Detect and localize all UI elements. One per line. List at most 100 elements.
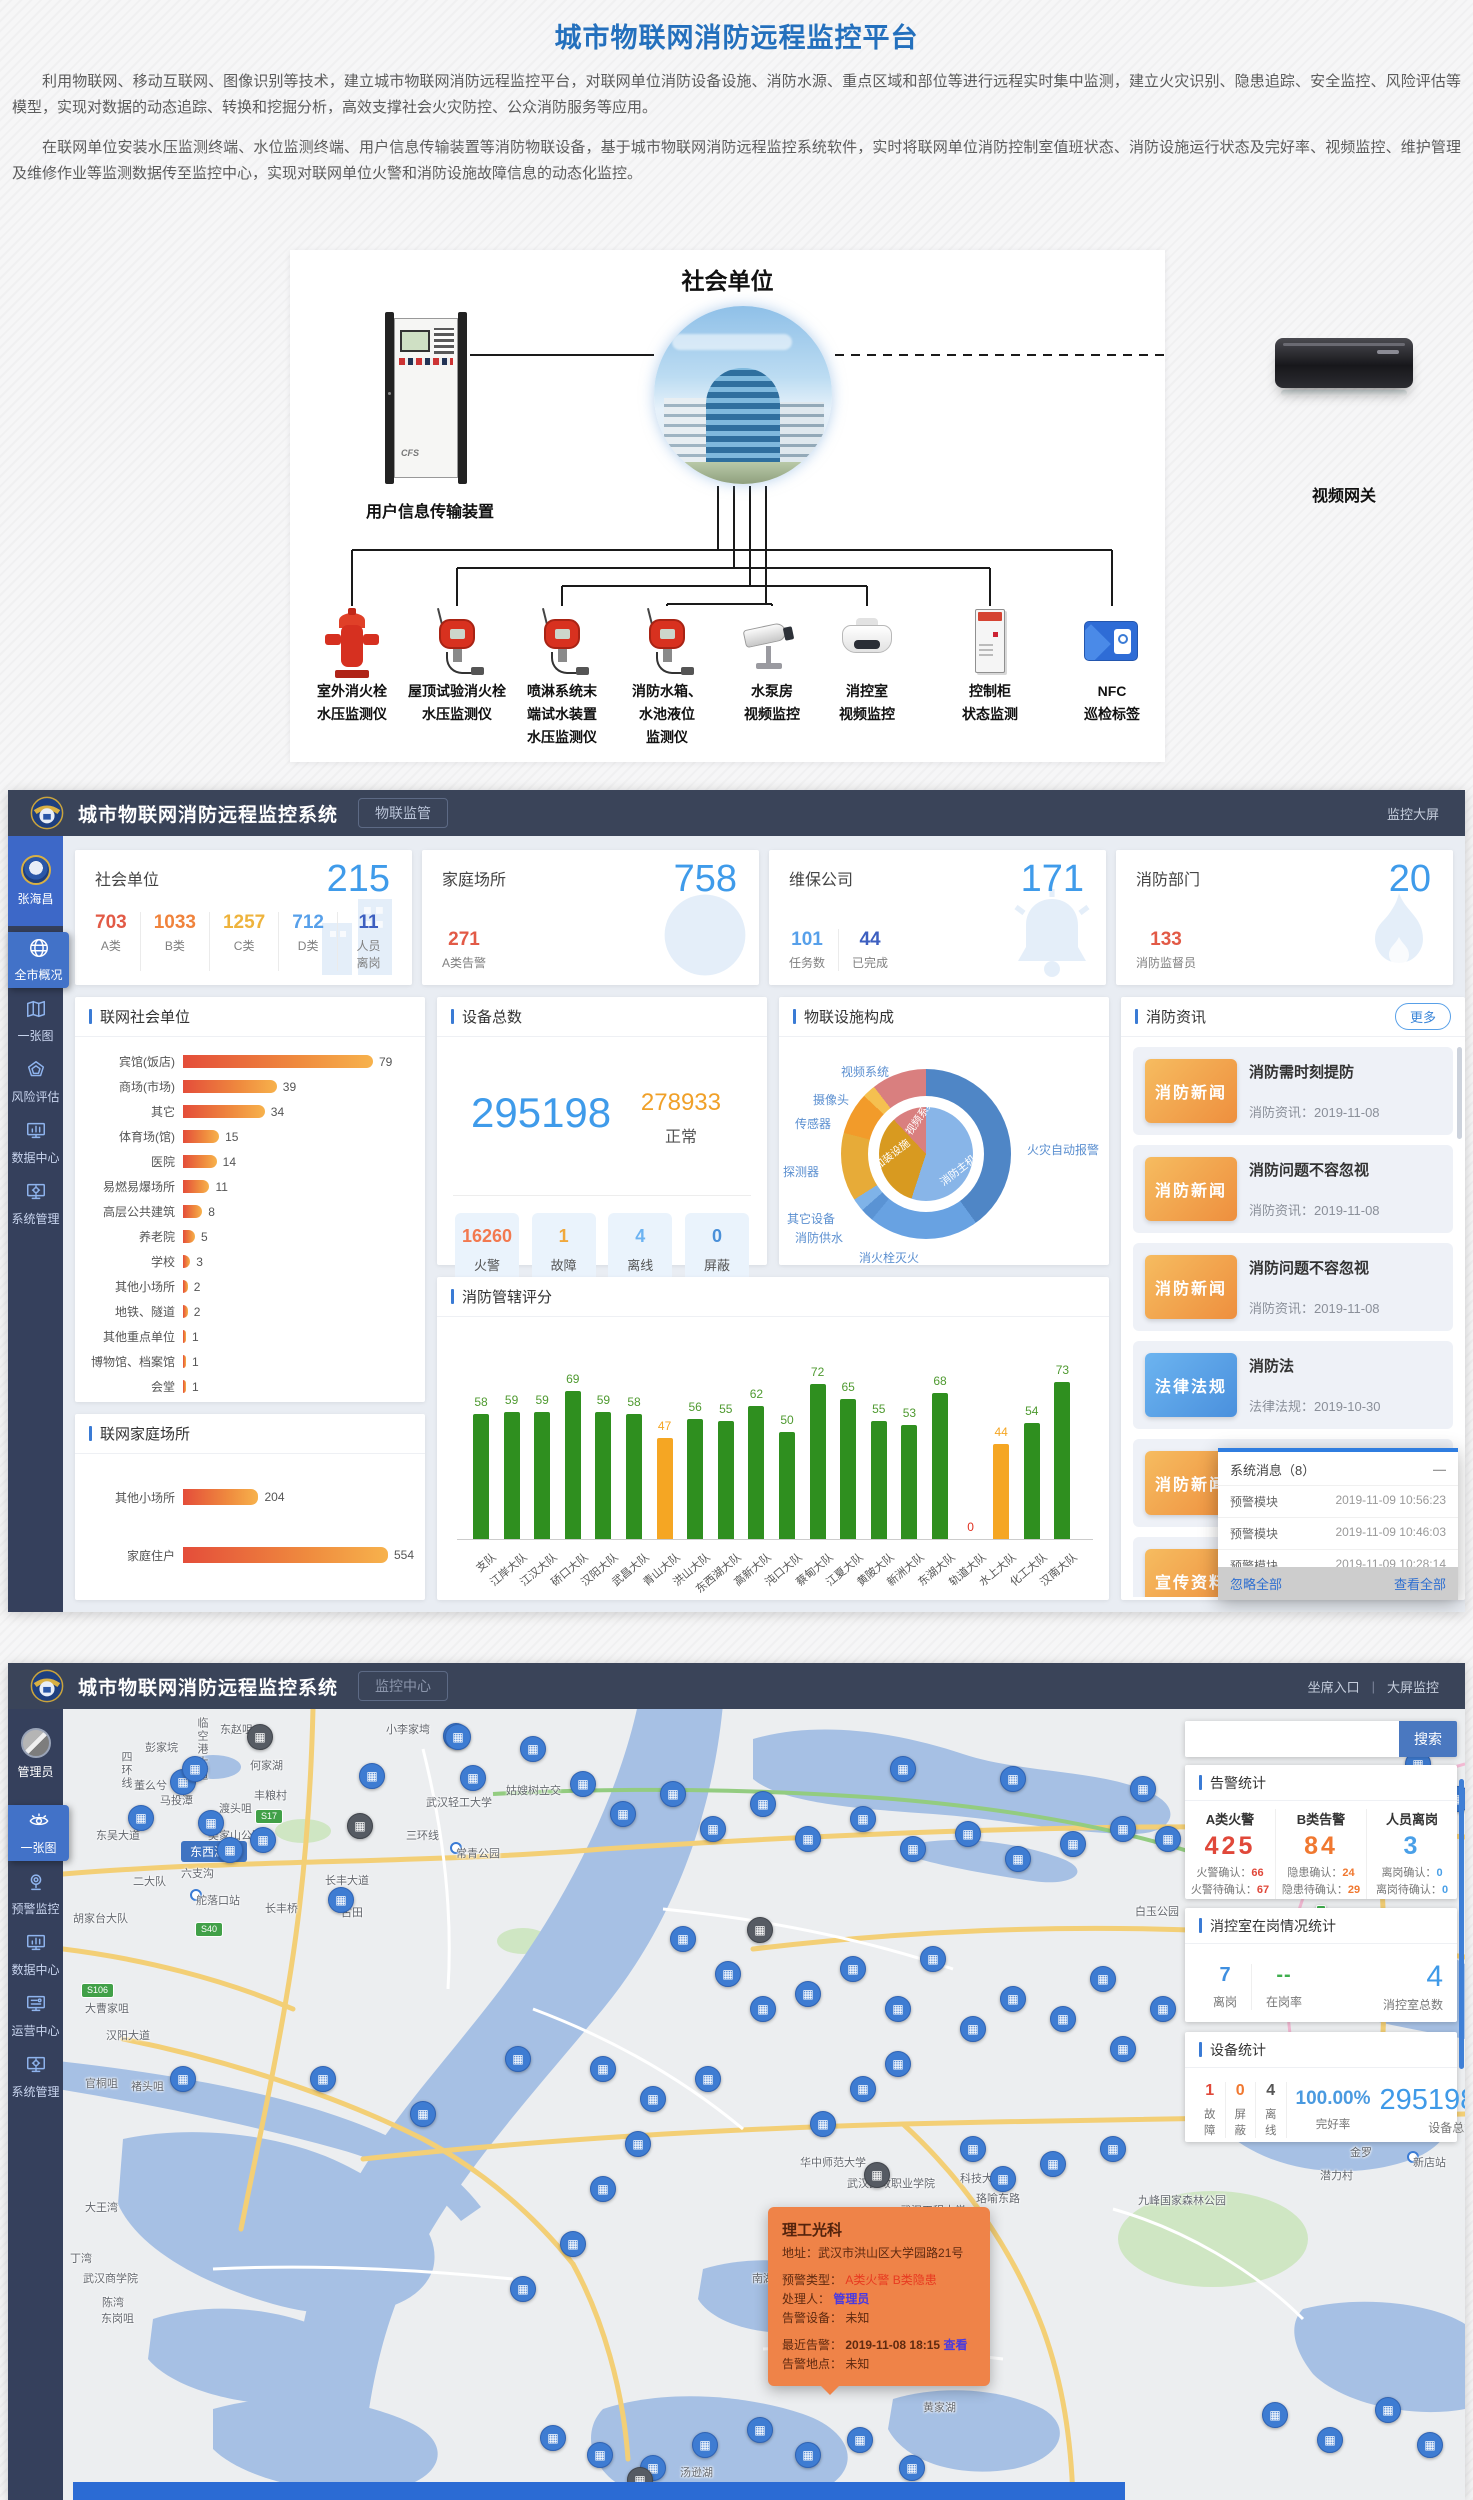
building-marker[interactable]: ▦: [715, 1961, 741, 1987]
building-marker[interactable]: ▦: [750, 1791, 776, 1817]
popup-row[interactable]: 预警模块 2019-11-09 10:56:23: [1218, 1485, 1458, 1517]
building-marker[interactable]: ▦: [750, 1996, 776, 2022]
building-marker[interactable]: ▦: [1100, 2136, 1126, 2162]
building-marker[interactable]: ▦: [1130, 1776, 1156, 1802]
view-all-link[interactable]: 查看全部: [1393, 1577, 1446, 1592]
building-marker[interactable]: ▦: [1417, 2432, 1443, 2458]
dash2-user-block[interactable]: 管理员: [8, 1709, 63, 1799]
building-marker[interactable]: ▦: [692, 2432, 718, 2458]
building-marker[interactable]: ▦: [128, 1805, 154, 1831]
building-marker-offline[interactable]: ▦: [747, 1917, 773, 1943]
building-marker[interactable]: ▦: [410, 2101, 436, 2127]
dash2-module-badge[interactable]: 监控中心: [358, 1671, 449, 1701]
building-marker[interactable]: ▦: [840, 1956, 866, 1982]
ignore-all-link[interactable]: 忽略全部: [1230, 1577, 1283, 1592]
building-marker[interactable]: ▦: [1317, 2427, 1343, 2453]
sidebar-item-shield[interactable]: 风险评估: [8, 1054, 63, 1110]
building-marker[interactable]: ▦: [1110, 1816, 1136, 1842]
sidebar-item-monitor[interactable]: 数据中心: [8, 1927, 63, 1983]
big-screen-link[interactable]: 大屏监控: [1386, 1679, 1439, 1695]
building-marker[interactable]: ▦: [445, 1724, 471, 1750]
building-marker[interactable]: ▦: [695, 2066, 721, 2092]
building-marker[interactable]: ▦: [890, 1756, 916, 1782]
search-button[interactable]: 搜索: [1399, 1721, 1457, 1757]
building-marker[interactable]: ▦: [899, 2455, 925, 2481]
building-marker[interactable]: ▦: [359, 1763, 385, 1789]
building-marker[interactable]: ▦: [640, 2086, 666, 2112]
building-marker-offline[interactable]: ▦: [347, 1813, 373, 1839]
sidebar-item-run[interactable]: 运营中心: [8, 1988, 63, 2044]
building-marker[interactable]: ▦: [795, 2442, 821, 2468]
building-marker[interactable]: ▦: [505, 2046, 531, 2072]
sidebar-item-map[interactable]: 一张图: [8, 993, 63, 1049]
building-marker[interactable]: ▦: [328, 1887, 354, 1913]
sidebar-item-gear[interactable]: 系统管理: [8, 2049, 63, 2105]
building-marker[interactable]: ▦: [250, 1827, 276, 1853]
bottom-blue-bar[interactable]: [73, 2482, 1125, 2500]
building-marker[interactable]: ▦: [625, 2131, 651, 2157]
news-item[interactable]: 消防新闻 消防问题不容忽视 消防资讯：2019-11-08: [1133, 1145, 1453, 1233]
building-marker[interactable]: ▦: [182, 1756, 208, 1782]
building-marker[interactable]: ▦: [660, 1781, 686, 1807]
building-marker[interactable]: ▦: [587, 2442, 613, 2468]
building-marker[interactable]: ▦: [920, 1946, 946, 1972]
building-marker[interactable]: ▦: [1040, 2151, 1066, 2177]
view-link[interactable]: 查看: [943, 2338, 968, 2352]
seat-entry-link[interactable]: 坐席入口: [1307, 1679, 1360, 1695]
building-marker[interactable]: ▦: [670, 1926, 696, 1952]
map-canvas[interactable]: 彭家垸 临空港大道 东赵咀 何家湖 小李家塆 四环线 董么兮 马投潭 渡头咀 丰粮村 武汉轻工大学姑…: [63, 1709, 1465, 2500]
building-marker[interactable]: ▦: [900, 1836, 926, 1862]
building-marker[interactable]: ▦: [1005, 1846, 1031, 1872]
building-marker[interactable]: ▦: [795, 1826, 821, 1852]
building-marker[interactable]: ▦: [990, 2166, 1016, 2192]
building-marker[interactable]: ▦: [885, 2051, 911, 2077]
building-marker[interactable]: ▦: [1090, 1966, 1116, 1992]
popup-row[interactable]: 预警模块 2019-11-09 10:46:03: [1218, 1517, 1458, 1549]
news-item[interactable]: 消防新闻 消防问题不容忽视 消防资讯：2019-11-08: [1133, 1243, 1453, 1331]
handler-link[interactable]: 管理员: [833, 2292, 870, 2306]
building-marker[interactable]: ▦: [885, 1996, 911, 2022]
sidebar-item-globe[interactable]: 全市概况: [8, 932, 69, 988]
building-marker[interactable]: ▦: [560, 2231, 586, 2257]
building-marker[interactable]: ▦: [1150, 1996, 1176, 2022]
news-scrollbar[interactable]: [1457, 1047, 1462, 1139]
building-marker[interactable]: ▦: [590, 2056, 616, 2082]
building-marker[interactable]: ▦: [850, 2076, 876, 2102]
building-marker[interactable]: ▦: [1375, 2397, 1401, 2423]
building-marker[interactable]: ▦: [310, 2066, 336, 2092]
building-marker[interactable]: ▦: [960, 2136, 986, 2162]
building-marker[interactable]: ▦: [850, 1806, 876, 1832]
dash1-module-badge[interactable]: 物联监管: [358, 798, 449, 828]
building-marker-offline[interactable]: ▦: [864, 2162, 890, 2188]
building-marker[interactable]: ▦: [570, 1771, 596, 1797]
building-marker[interactable]: ▦: [1050, 2006, 1076, 2032]
building-marker[interactable]: ▦: [510, 2276, 536, 2302]
building-marker[interactable]: ▦: [610, 1801, 636, 1827]
building-marker[interactable]: ▦: [747, 2417, 773, 2443]
building-marker[interactable]: ▦: [795, 1981, 821, 2007]
building-marker[interactable]: ▦: [1000, 1766, 1026, 1792]
dash1-user-block[interactable]: 张海昌: [8, 836, 63, 926]
building-marker[interactable]: ▦: [590, 2176, 616, 2202]
building-marker[interactable]: ▦: [1262, 2402, 1288, 2428]
building-marker[interactable]: ▦: [540, 2425, 566, 2451]
sidebar-item-gear[interactable]: 系统管理: [8, 1176, 63, 1232]
search-input[interactable]: [1185, 1721, 1399, 1757]
news-more-button[interactable]: 更多: [1394, 1003, 1451, 1030]
building-marker[interactable]: ▦: [847, 2427, 873, 2453]
minimize-icon[interactable]: —: [1433, 1462, 1446, 1477]
building-marker[interactable]: ▦: [1060, 1831, 1086, 1857]
building-marker[interactable]: ▦: [1155, 1826, 1181, 1852]
building-marker[interactable]: ▦: [810, 2111, 836, 2137]
building-marker[interactable]: ▦: [960, 2016, 986, 2042]
news-item[interactable]: 消防新闻 消防需时刻提防 消防资讯：2019-11-08: [1133, 1047, 1453, 1135]
panel-scrollbar[interactable]: [1459, 1779, 1464, 2069]
building-marker[interactable]: ▦: [198, 1810, 224, 1836]
building-marker[interactable]: ▦: [700, 1816, 726, 1842]
monitor-screen-link[interactable]: 监控大屏: [1386, 806, 1439, 822]
building-marker[interactable]: ▦: [520, 1736, 546, 1762]
building-marker[interactable]: ▦: [1000, 1986, 1026, 2012]
sidebar-item-monitor[interactable]: 数据中心: [8, 1115, 63, 1171]
building-marker[interactable]: ▦: [460, 1765, 486, 1791]
building-marker[interactable]: ▦: [217, 1837, 243, 1863]
